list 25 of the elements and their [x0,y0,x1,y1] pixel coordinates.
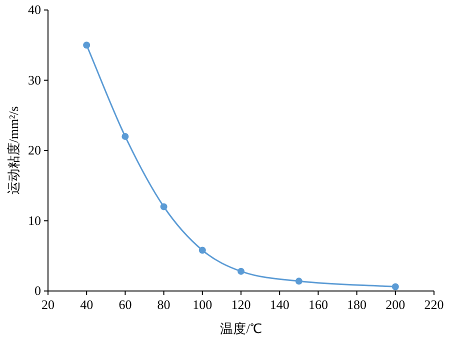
x-tick-label: 160 [308,297,328,312]
y-tick-label: 20 [28,142,41,158]
x-tick-label: 220 [424,297,444,312]
y-tick-label: 40 [28,2,41,17]
x-axis-title: 温度/℃ [220,321,262,336]
x-tick-label: 40 [80,297,94,312]
y-tick-label: 30 [28,72,41,88]
x-tick-label: 120 [231,297,251,312]
y-tick-label: 10 [28,212,41,228]
point [392,283,399,290]
point [295,278,302,285]
y-axis-title: 运动粘度/mm²/s [6,106,21,195]
x-tick-label: 20 [42,297,54,312]
point [198,246,206,254]
point [83,42,90,49]
point [238,268,244,275]
point [122,132,129,140]
y-tick-label: 0 [34,283,41,298]
point [160,203,168,210]
x-tick-label: 60 [118,297,132,312]
x-tick-label: 100 [192,297,212,312]
x-tick-label: 140 [270,297,290,312]
x-tick-label: 80 [157,297,170,312]
x-tick-label: 180 [347,297,367,312]
x-tick-label: 200 [386,297,406,312]
